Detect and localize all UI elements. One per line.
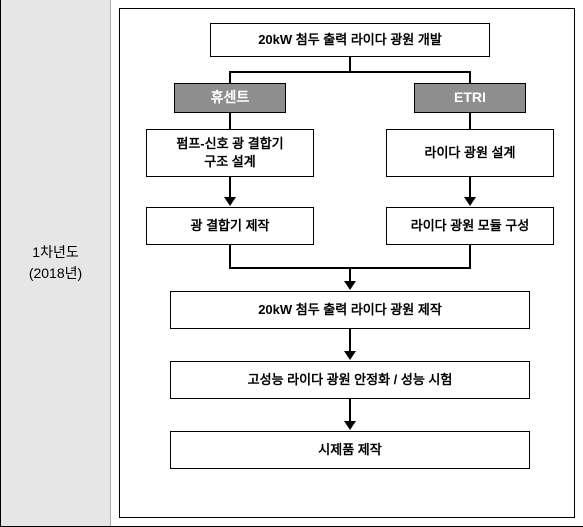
node-left2: 광 결합기 제작 [146,207,314,245]
node-merge1: 20kW 첨두 출력 라이다 광원 제작 [170,291,530,329]
node-merge3: 시제품 제작 [170,431,530,469]
connector [229,71,471,73]
arrow-down-icon [224,197,236,206]
node-left-header: 휴센트 [174,83,286,113]
connector [469,113,471,129]
connector [349,267,351,281]
connector [229,71,231,83]
connector [229,245,231,267]
node-top: 20kW 첨두 출력 라이다 광원 개발 [210,23,490,57]
year-sidebar: 1차년도 (2018년) [1,0,111,526]
arrow-down-icon [344,351,356,360]
connector [469,245,471,267]
year-label-1: 1차년도 [32,242,78,263]
connector [229,113,231,129]
arrow-down-icon [344,421,356,430]
connector [349,399,351,421]
arrow-down-icon [464,197,476,206]
arrow-down-icon [344,281,356,290]
connector [349,329,351,351]
node-right2: 라이다 광원 모듈 구성 [386,207,554,245]
connector [229,177,231,197]
connector [349,57,351,71]
year-label-2: (2018년) [29,263,82,284]
flowchart-canvas: 20kW 첨두 출력 라이다 광원 개발 휴센트 ETRI 펌프-신호 광 결합… [119,8,575,518]
connector [469,71,471,83]
node-right1: 라이다 광원 설계 [386,129,554,177]
node-right-header: ETRI [414,83,526,113]
node-left1: 펌프-신호 광 결합기 구조 설계 [146,129,314,177]
node-merge2: 고성능 라이다 광원 안정화 / 성능 시험 [170,361,530,399]
diagram-wrapper: 1차년도 (2018년) 20kW 첨두 출력 라이다 광원 개발 휴센트 ET… [0,0,583,527]
connector [469,177,471,197]
